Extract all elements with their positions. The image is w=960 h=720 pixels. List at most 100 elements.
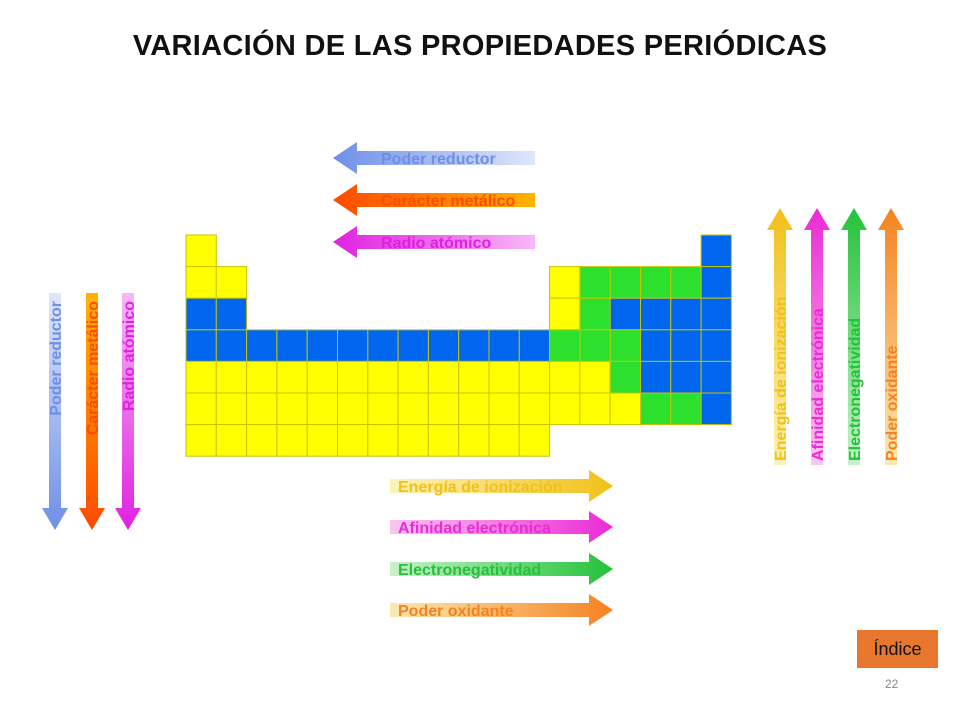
element-cell <box>579 266 611 299</box>
element-cell <box>367 392 399 426</box>
element-cell <box>306 392 339 426</box>
left-0-arrow: Poder reductor <box>333 142 535 174</box>
element-cell <box>579 392 611 426</box>
element-cell <box>518 329 551 362</box>
element-cell <box>579 329 611 362</box>
element-cell <box>700 266 732 299</box>
element-cell <box>579 297 611 331</box>
down-2-label: Radio atómico <box>121 301 138 411</box>
left-2-arrow: Radio atómico <box>333 226 535 258</box>
element-cell <box>185 234 217 268</box>
element-cell <box>397 329 429 362</box>
up-0-arrow: Energía de ionización <box>767 208 793 465</box>
element-cell <box>549 297 581 331</box>
trend-arrows: Poder reductor Carácter metálico Radio ató… <box>42 142 904 626</box>
element-cell <box>549 266 581 299</box>
down-2-arrow: Radio atómico <box>115 293 141 530</box>
element-cell <box>640 392 672 426</box>
element-cell <box>215 297 248 331</box>
element-cell <box>427 360 460 394</box>
up-2-arrow: Electronegatividad <box>841 208 867 465</box>
element-cell <box>185 297 217 331</box>
element-cell <box>397 424 429 457</box>
element-cell <box>670 297 702 331</box>
right-0-arrow: Energía de ionización <box>390 470 613 502</box>
right-2-arrow: Electronegatividad <box>390 553 613 585</box>
element-cell <box>670 266 702 299</box>
periodic-table <box>185 234 732 457</box>
left-0-label: Poder reductor <box>381 151 496 168</box>
element-cell <box>427 329 460 362</box>
down-0-label: Poder reductor <box>48 301 65 416</box>
element-cell <box>306 424 339 457</box>
element-cell <box>185 329 217 362</box>
element-cell <box>276 329 308 362</box>
right-1-label: Afinidad electrónica <box>398 520 551 537</box>
up-1-arrow: Afinidad electrónica <box>804 208 830 465</box>
element-cell <box>640 329 672 362</box>
up-0-label: Energía de ionización <box>773 297 790 461</box>
element-cell <box>458 392 490 426</box>
up-3-arrow: Poder oxidante <box>878 208 904 465</box>
element-cell <box>640 360 672 394</box>
element-cell <box>458 329 490 362</box>
element-cell <box>488 392 520 426</box>
element-cell <box>549 360 581 394</box>
element-cell <box>579 360 611 394</box>
element-cell <box>549 392 581 426</box>
page-number: 22 <box>885 677 899 691</box>
element-cell <box>246 424 278 457</box>
element-cell <box>609 392 642 426</box>
right-1-arrow: Afinidad electrónica <box>390 511 613 543</box>
right-3-label: Poder oxidante <box>398 603 514 620</box>
element-cell <box>215 266 248 299</box>
element-cell <box>306 329 339 362</box>
element-cell <box>609 297 642 331</box>
up-3-label: Poder oxidante <box>884 345 901 461</box>
up-2-label: Electronegatividad <box>847 318 864 461</box>
element-cell <box>670 329 702 362</box>
element-cell <box>276 392 308 426</box>
element-cell <box>306 360 339 394</box>
element-cell <box>337 360 369 394</box>
element-cell <box>700 329 732 362</box>
element-cell <box>458 424 490 457</box>
element-cell <box>518 424 551 457</box>
element-cell <box>427 392 460 426</box>
element-cell <box>367 329 399 362</box>
element-cell <box>670 392 702 426</box>
element-cell <box>700 360 732 394</box>
element-cell <box>246 329 278 362</box>
element-cell <box>246 360 278 394</box>
element-cell <box>700 297 732 331</box>
element-cell <box>185 266 217 299</box>
left-2-label: Radio atómico <box>381 235 491 252</box>
element-cell <box>458 360 490 394</box>
element-cell <box>276 424 308 457</box>
element-cell <box>518 360 551 394</box>
left-1-arrow: Carácter metálico <box>333 184 535 216</box>
index-button[interactable]: Índice <box>857 630 938 668</box>
element-cell <box>397 392 429 426</box>
element-cell <box>427 424 460 457</box>
right-3-arrow: Poder oxidante <box>390 594 613 626</box>
element-cell <box>488 424 520 457</box>
element-cell <box>215 360 248 394</box>
slide-title: VARIACIÓN DE LAS PROPIEDADES PERIÓDICAS <box>132 30 828 62</box>
right-2-label: Electronegatividad <box>398 562 541 579</box>
element-cell <box>609 329 642 362</box>
element-cell <box>488 329 520 362</box>
element-cell <box>185 392 217 426</box>
up-1-label: Afinidad electrónica <box>810 308 827 461</box>
element-cell <box>337 424 369 457</box>
element-cell <box>549 329 581 362</box>
down-1-label: Carácter metálico <box>85 301 102 436</box>
element-cell <box>185 360 217 394</box>
element-cell <box>397 360 429 394</box>
element-cell <box>337 392 369 426</box>
element-cell <box>700 234 732 268</box>
element-cell <box>670 360 702 394</box>
element-cell <box>518 392 551 426</box>
element-cell <box>367 360 399 394</box>
